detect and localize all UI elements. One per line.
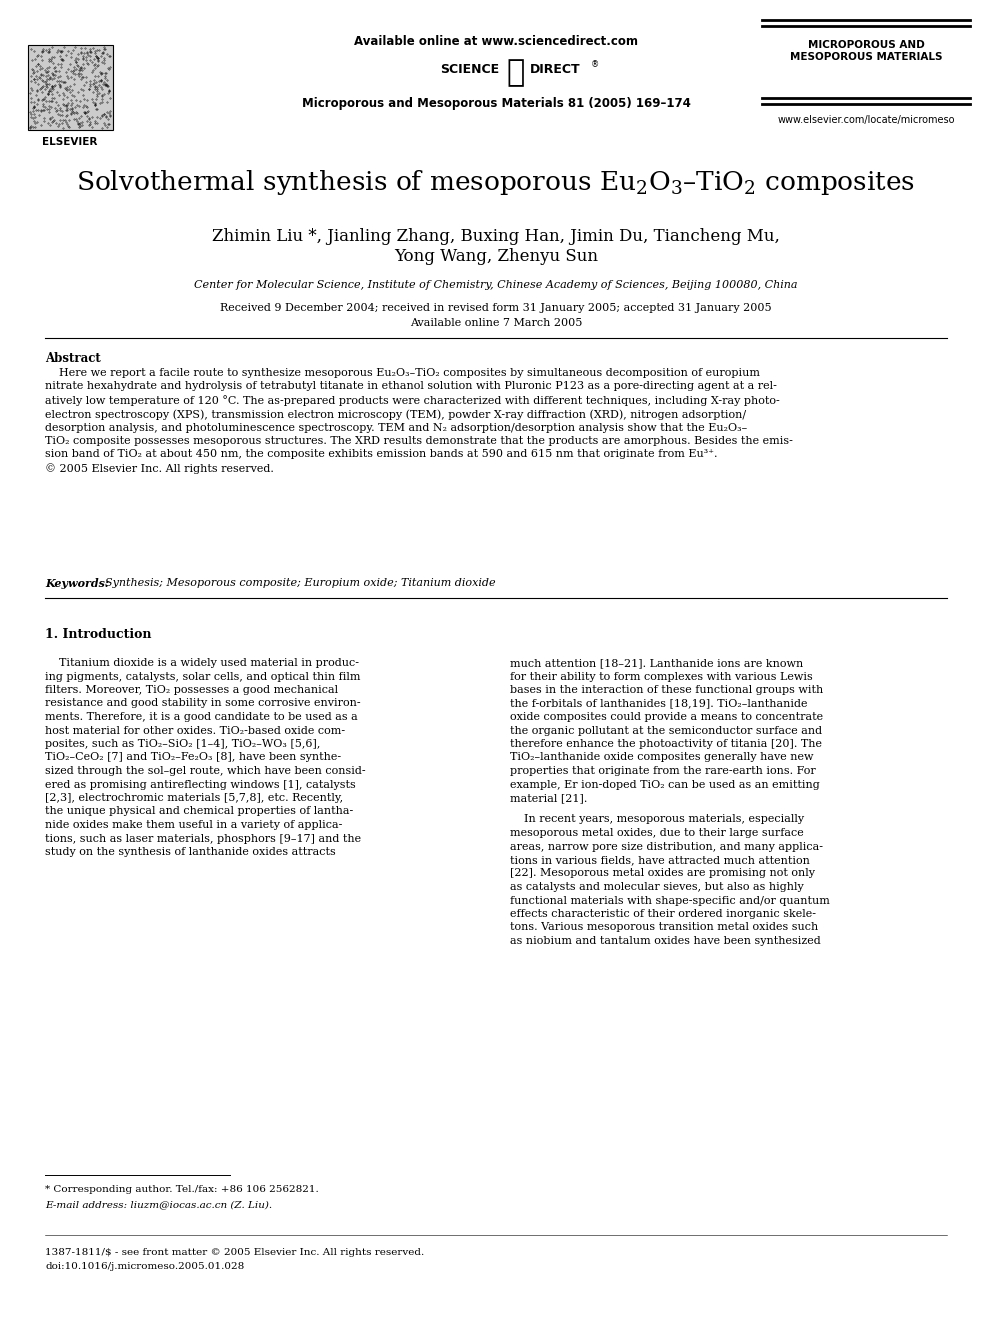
Text: example, Er ion-doped TiO₂ can be used as an emitting: example, Er ion-doped TiO₂ can be used a…	[510, 779, 819, 790]
Text: filters. Moreover, TiO₂ possesses a good mechanical: filters. Moreover, TiO₂ possesses a good…	[45, 685, 338, 695]
Text: E-mail address: liuzm@iocas.ac.cn (Z. Liu).: E-mail address: liuzm@iocas.ac.cn (Z. Li…	[45, 1200, 272, 1209]
Text: tions, such as laser materials, phosphors [9–17] and the: tions, such as laser materials, phosphor…	[45, 833, 361, 844]
Text: * Corresponding author. Tel./fax: +86 106 2562821.: * Corresponding author. Tel./fax: +86 10…	[45, 1185, 318, 1193]
Text: Received 9 December 2004; received in revised form 31 January 2005; accepted 31 : Received 9 December 2004; received in re…	[220, 303, 772, 314]
Text: as niobium and tantalum oxides have been synthesized: as niobium and tantalum oxides have been…	[510, 935, 820, 946]
Text: study on the synthesis of lanthanide oxides attracts: study on the synthesis of lanthanide oxi…	[45, 847, 335, 857]
Text: ®: ®	[591, 60, 599, 69]
Text: for their ability to form complexes with various Lewis: for their ability to form complexes with…	[510, 672, 812, 681]
Text: 1387-1811/$ - see front matter © 2005 Elsevier Inc. All rights reserved.: 1387-1811/$ - see front matter © 2005 El…	[45, 1248, 425, 1257]
Text: TiO₂–CeO₂ [7] and TiO₂–Fe₂O₃ [8], have been synthe-: TiO₂–CeO₂ [7] and TiO₂–Fe₂O₃ [8], have b…	[45, 753, 341, 762]
Text: TiO₂–lanthanide oxide composites generally have new: TiO₂–lanthanide oxide composites general…	[510, 753, 813, 762]
Text: Yong Wang, Zhenyu Sun: Yong Wang, Zhenyu Sun	[394, 247, 598, 265]
Text: tions in various fields, have attracted much attention: tions in various fields, have attracted …	[510, 855, 809, 865]
Text: 1. Introduction: 1. Introduction	[45, 628, 152, 642]
Text: SCIENCE: SCIENCE	[440, 64, 499, 75]
Text: as catalysts and molecular sieves, but also as highly: as catalysts and molecular sieves, but a…	[510, 882, 804, 892]
Text: [22]. Mesoporous metal oxides are promising not only: [22]. Mesoporous metal oxides are promis…	[510, 868, 815, 878]
Text: host material for other oxides. TiO₂-based oxide com-: host material for other oxides. TiO₂-bas…	[45, 725, 345, 736]
Text: ⓐ: ⓐ	[507, 58, 525, 87]
Text: functional materials with shape-specific and/or quantum: functional materials with shape-specific…	[510, 896, 830, 905]
Text: Microporous and Mesoporous Materials 81 (2005) 169–174: Microporous and Mesoporous Materials 81 …	[302, 97, 690, 110]
Text: oxide composites could provide a means to concentrate: oxide composites could provide a means t…	[510, 712, 823, 722]
Text: posites, such as TiO₂–SiO₂ [1–4], TiO₂–WO₃ [5,6],: posites, such as TiO₂–SiO₂ [1–4], TiO₂–W…	[45, 740, 320, 749]
Text: ing pigments, catalysts, solar cells, and optical thin film: ing pigments, catalysts, solar cells, an…	[45, 672, 360, 681]
Text: Zhimin Liu *, Jianling Zhang, Buxing Han, Jimin Du, Tiancheng Mu,: Zhimin Liu *, Jianling Zhang, Buxing Han…	[212, 228, 780, 245]
Text: the f-orbitals of lanthanides [18,19]. TiO₂–lanthanide: the f-orbitals of lanthanides [18,19]. T…	[510, 699, 807, 709]
Text: bases in the interaction of these functional groups with: bases in the interaction of these functi…	[510, 685, 823, 695]
Text: DIRECT: DIRECT	[530, 64, 580, 75]
Text: ELSEVIER: ELSEVIER	[43, 138, 97, 147]
Text: areas, narrow pore size distribution, and many applica-: areas, narrow pore size distribution, an…	[510, 841, 823, 852]
Text: ered as promising antireflecting windows [1], catalysts: ered as promising antireflecting windows…	[45, 779, 356, 790]
Text: nide oxides make them useful in a variety of applica-: nide oxides make them useful in a variet…	[45, 820, 342, 830]
Text: Synthesis; Mesoporous composite; Europium oxide; Titanium dioxide: Synthesis; Mesoporous composite; Europiu…	[105, 578, 496, 587]
Text: Center for Molecular Science, Institute of Chemistry, Chinese Academy of Science: Center for Molecular Science, Institute …	[194, 280, 798, 290]
Text: ments. Therefore, it is a good candidate to be used as a: ments. Therefore, it is a good candidate…	[45, 712, 358, 722]
Text: Here we report a facile route to synthesize mesoporous Eu₂O₃–TiO₂ composites by : Here we report a facile route to synthes…	[45, 368, 793, 474]
Text: much attention [18–21]. Lanthanide ions are known: much attention [18–21]. Lanthanide ions …	[510, 658, 804, 668]
Text: therefore enhance the photoactivity of titania [20]. The: therefore enhance the photoactivity of t…	[510, 740, 822, 749]
Text: Titanium dioxide is a widely used material in produc-: Titanium dioxide is a widely used materi…	[45, 658, 359, 668]
Text: Keywords:: Keywords:	[45, 578, 117, 589]
Text: In recent years, mesoporous materials, especially: In recent years, mesoporous materials, e…	[510, 815, 805, 824]
Text: the organic pollutant at the semiconductor surface and: the organic pollutant at the semiconduct…	[510, 725, 822, 736]
Text: material [21].: material [21].	[510, 792, 587, 803]
Text: doi:10.1016/j.micromeso.2005.01.028: doi:10.1016/j.micromeso.2005.01.028	[45, 1262, 244, 1271]
Text: mesoporous metal oxides, due to their large surface: mesoporous metal oxides, due to their la…	[510, 828, 804, 837]
Text: sized through the sol–gel route, which have been consid-: sized through the sol–gel route, which h…	[45, 766, 366, 777]
Bar	[28, 45, 113, 130]
Text: the unique physical and chemical properties of lantha-: the unique physical and chemical propert…	[45, 807, 353, 816]
Text: Available online at www.sciencedirect.com: Available online at www.sciencedirect.co…	[354, 34, 638, 48]
Text: MICROPOROUS AND
MESOPOROUS MATERIALS: MICROPOROUS AND MESOPOROUS MATERIALS	[790, 40, 942, 62]
Text: properties that originate from the rare-earth ions. For: properties that originate from the rare-…	[510, 766, 815, 777]
Text: effects characteristic of their ordered inorganic skele-: effects characteristic of their ordered …	[510, 909, 816, 919]
Text: tons. Various mesoporous transition metal oxides such: tons. Various mesoporous transition meta…	[510, 922, 818, 933]
Text: Solvothermal synthesis of mesoporous Eu$_2$O$_3$–TiO$_2$ composites: Solvothermal synthesis of mesoporous Eu$…	[76, 168, 916, 197]
Text: Available online 7 March 2005: Available online 7 March 2005	[410, 318, 582, 328]
Text: [2,3], electrochromic materials [5,7,8], etc. Recently,: [2,3], electrochromic materials [5,7,8],…	[45, 792, 343, 803]
Text: resistance and good stability in some corrosive environ-: resistance and good stability in some co…	[45, 699, 361, 709]
Text: www.elsevier.com/locate/micromeso: www.elsevier.com/locate/micromeso	[778, 115, 954, 124]
Text: Abstract: Abstract	[45, 352, 101, 365]
